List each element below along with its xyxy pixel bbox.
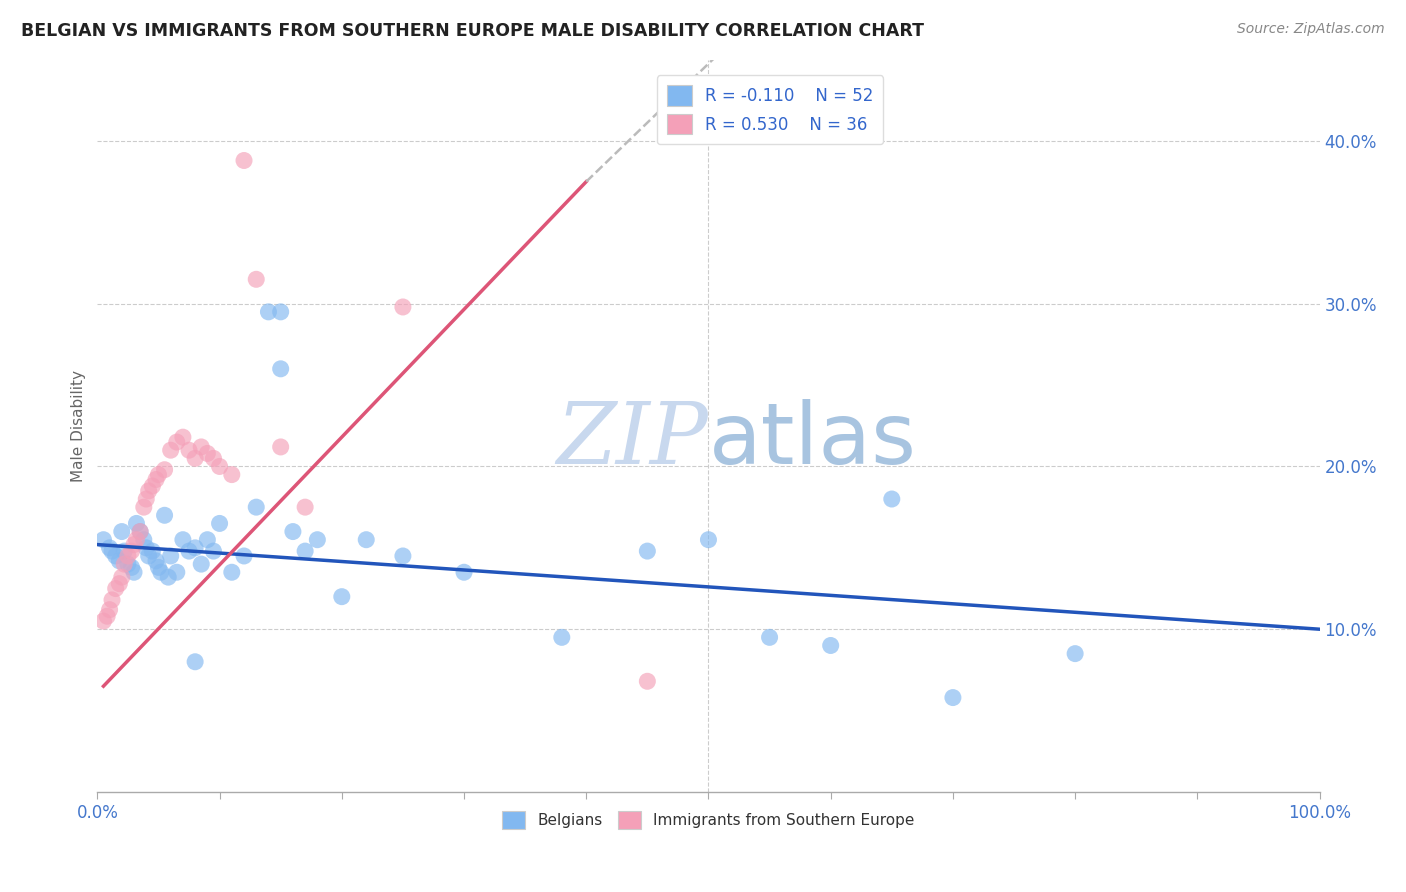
Text: ZIP: ZIP <box>557 399 709 482</box>
Point <box>112 557 135 571</box>
Point <box>257 305 280 319</box>
Point <box>190 440 212 454</box>
Point <box>354 533 377 547</box>
Point <box>112 544 135 558</box>
Point <box>270 305 292 319</box>
Text: BELGIAN VS IMMIGRANTS FROM SOUTHERN EUROPE MALE DISABILITY CORRELATION CHART: BELGIAN VS IMMIGRANTS FROM SOUTHERN EURO… <box>21 22 924 40</box>
Point <box>101 593 124 607</box>
Point <box>108 576 131 591</box>
Point <box>208 459 231 474</box>
Point <box>98 541 121 555</box>
Point <box>138 483 160 498</box>
Point <box>145 554 167 568</box>
Point <box>233 153 256 168</box>
Point <box>122 566 145 580</box>
Point <box>125 516 148 531</box>
Point <box>96 609 118 624</box>
Point <box>166 566 188 580</box>
Point <box>245 500 267 515</box>
Point <box>190 557 212 571</box>
Point <box>145 473 167 487</box>
Point <box>942 690 965 705</box>
Point <box>141 479 163 493</box>
Point <box>880 491 903 506</box>
Point <box>93 533 115 547</box>
Point <box>221 566 243 580</box>
Point <box>148 467 170 482</box>
Point <box>122 538 145 552</box>
Point <box>307 533 329 547</box>
Point <box>233 549 256 563</box>
Point <box>245 272 267 286</box>
Point <box>270 440 292 454</box>
Point <box>101 544 124 558</box>
Point <box>697 533 720 547</box>
Point <box>138 549 160 563</box>
Point <box>184 451 207 466</box>
Point <box>453 566 475 580</box>
Point <box>153 463 176 477</box>
Text: atlas: atlas <box>709 399 917 482</box>
Point <box>159 443 181 458</box>
Legend: Belgians, Immigrants from Southern Europe: Belgians, Immigrants from Southern Europ… <box>496 805 921 836</box>
Point <box>125 533 148 547</box>
Point <box>141 544 163 558</box>
Point <box>98 603 121 617</box>
Point <box>108 554 131 568</box>
Point <box>177 544 200 558</box>
Point <box>202 544 225 558</box>
Point <box>281 524 304 539</box>
Point <box>111 524 134 539</box>
Point <box>1064 647 1087 661</box>
Point <box>132 500 155 515</box>
Point <box>117 549 139 563</box>
Point <box>392 549 415 563</box>
Point <box>184 655 207 669</box>
Point <box>636 674 658 689</box>
Point <box>221 467 243 482</box>
Point <box>132 533 155 547</box>
Point <box>104 582 127 596</box>
Point <box>117 557 139 571</box>
Point <box>148 560 170 574</box>
Point <box>177 443 200 458</box>
Y-axis label: Male Disability: Male Disability <box>72 370 86 482</box>
Point <box>172 533 194 547</box>
Point <box>172 430 194 444</box>
Point <box>104 549 127 563</box>
Point <box>93 614 115 628</box>
Point <box>166 435 188 450</box>
Point <box>111 570 134 584</box>
Point <box>121 560 143 574</box>
Point <box>294 544 316 558</box>
Point <box>195 533 218 547</box>
Point <box>149 566 172 580</box>
Text: Source: ZipAtlas.com: Source: ZipAtlas.com <box>1237 22 1385 37</box>
Point <box>184 541 207 555</box>
Point <box>195 446 218 460</box>
Point <box>129 524 152 539</box>
Point <box>270 361 292 376</box>
Point <box>820 639 842 653</box>
Point <box>157 570 180 584</box>
Point <box>758 631 780 645</box>
Point <box>153 508 176 523</box>
Point <box>330 590 353 604</box>
Point <box>392 300 415 314</box>
Point <box>636 544 658 558</box>
Point <box>135 541 157 555</box>
Point <box>208 516 231 531</box>
Point <box>551 631 574 645</box>
Point <box>121 544 143 558</box>
Point <box>202 451 225 466</box>
Point <box>129 524 152 539</box>
Point <box>159 549 181 563</box>
Point <box>294 500 316 515</box>
Point <box>135 491 157 506</box>
